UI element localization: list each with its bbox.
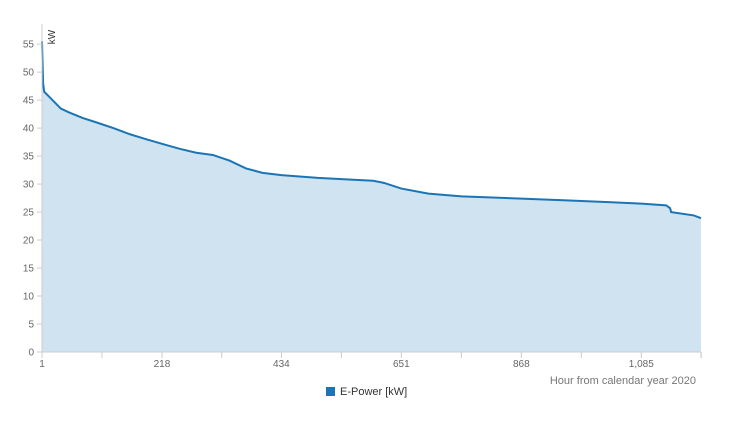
- y-axis-label: kW: [47, 29, 58, 44]
- y-tick-label: 5: [28, 320, 34, 331]
- y-tick-label: 10: [23, 292, 35, 303]
- y-tick-label: 25: [23, 208, 35, 219]
- x-tick-label: 651: [393, 359, 410, 370]
- area-fill: [42, 41, 701, 353]
- x-tick-label: 868: [513, 359, 530, 370]
- y-tick-label: 50: [23, 68, 35, 79]
- y-tick-label: 0: [28, 348, 34, 359]
- y-tick-label: 15: [23, 264, 35, 275]
- y-tick-label: 20: [23, 236, 35, 247]
- x-tick-label: 434: [273, 359, 290, 370]
- x-tick-label: 218: [154, 359, 171, 370]
- x-axis-label: Hour from calendar year 2020: [550, 375, 696, 387]
- y-tick-label: 45: [23, 96, 35, 107]
- legend-label[interactable]: E-Power [kW]: [340, 386, 407, 398]
- y-tick-label: 35: [23, 152, 35, 163]
- legend-swatch[interactable]: [326, 387, 335, 396]
- x-tick-label: 1: [39, 359, 45, 370]
- y-tick-label: 55: [23, 40, 35, 51]
- line: [41, 41, 702, 220]
- y-tick-label: 40: [23, 124, 35, 135]
- y-tick-label: 30: [23, 180, 35, 191]
- x-tick-label: 1,085: [629, 359, 654, 370]
